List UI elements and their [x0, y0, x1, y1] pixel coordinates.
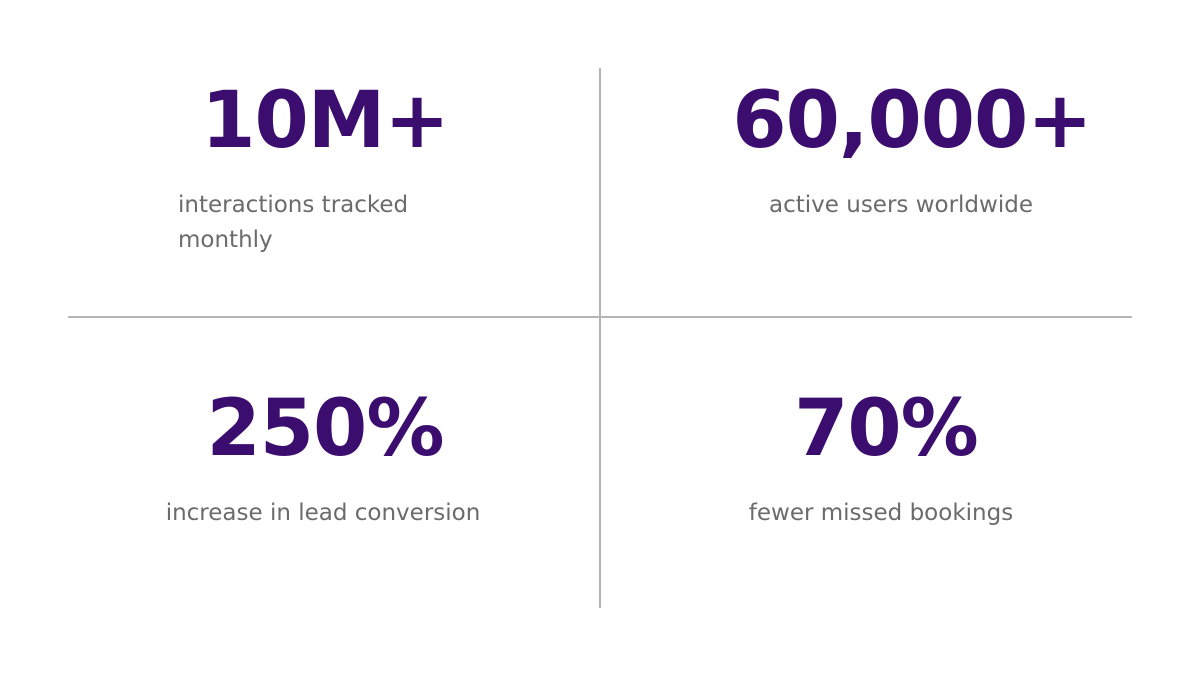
stat-label: interactions tracked monthly: [178, 192, 409, 253]
stat-label: increase in lead conversion: [165, 500, 481, 526]
stat-label: active users worldwide: [769, 192, 1033, 218]
divider-vertical: [599, 68, 601, 608]
divider-horizontal: [68, 316, 1132, 318]
stat-label: fewer missed bookings: [748, 500, 1014, 526]
stat-value: 70%: [794, 384, 979, 474]
stat-value: 60,000+: [732, 76, 1092, 166]
stat-value: 250%: [206, 384, 445, 474]
stat-value: 10M+: [201, 76, 450, 166]
